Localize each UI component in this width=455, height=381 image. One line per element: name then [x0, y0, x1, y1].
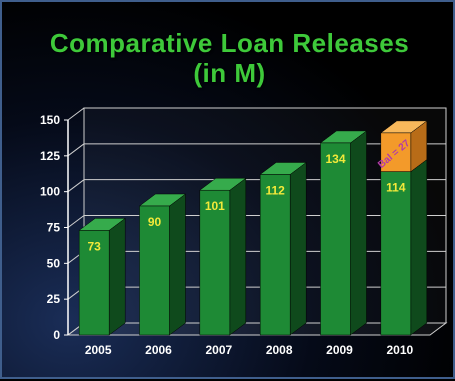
x-tick-label: 2008 [266, 343, 293, 357]
bar-side [289, 161, 307, 336]
y-tick-label: 0 [53, 328, 60, 342]
y-tick-label: 125 [40, 149, 60, 163]
bar [380, 171, 412, 336]
gridline-diag [67, 179, 85, 193]
bar [259, 174, 291, 336]
y-tick-label: 75 [47, 221, 61, 235]
y-tick-label: 25 [47, 292, 61, 306]
gridline-diag [67, 215, 85, 228]
bar [139, 205, 170, 336]
bar-value-label: 73 [87, 239, 101, 253]
y-tick-label: 100 [40, 185, 60, 199]
bar-value-label: 112 [265, 183, 285, 197]
bar [199, 189, 231, 336]
bar [320, 142, 351, 336]
chart-title: Comparative Loan Releases [49, 28, 410, 58]
y-tick-label: 150 [40, 113, 60, 127]
bar [78, 230, 110, 336]
x-tick-label: 2006 [145, 343, 172, 357]
bar-side [350, 130, 367, 336]
bar-side [229, 177, 247, 336]
y-tick-label: 50 [47, 256, 61, 270]
bar-side [108, 217, 126, 336]
bar-side [169, 193, 186, 336]
gridline-diag [67, 107, 85, 121]
bar-side [410, 159, 428, 336]
bar-value-label: 134 [325, 152, 345, 166]
gridline-diag [67, 143, 85, 157]
bar-value-label: 101 [205, 199, 225, 213]
bar-value-label: 114 [386, 181, 406, 195]
x-tick-label: 2009 [326, 343, 353, 357]
bar-value-label: 90 [148, 215, 162, 229]
balance-segment [380, 132, 412, 172]
x-tick-label: 2005 [85, 343, 112, 357]
x-tick-label: 2010 [386, 343, 413, 357]
x-tick-label: 2007 [205, 343, 232, 357]
chart-subtitle: (in M) [193, 58, 266, 88]
